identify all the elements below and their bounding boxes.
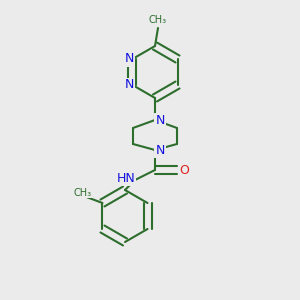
Text: O: O [179,164,189,176]
Text: N: N [155,143,165,157]
Text: CH₃: CH₃ [74,188,92,198]
Text: CH₃: CH₃ [149,15,167,25]
Text: N: N [125,52,134,65]
Text: HN: HN [117,172,135,184]
Text: N: N [125,79,134,92]
Text: N: N [155,113,165,127]
